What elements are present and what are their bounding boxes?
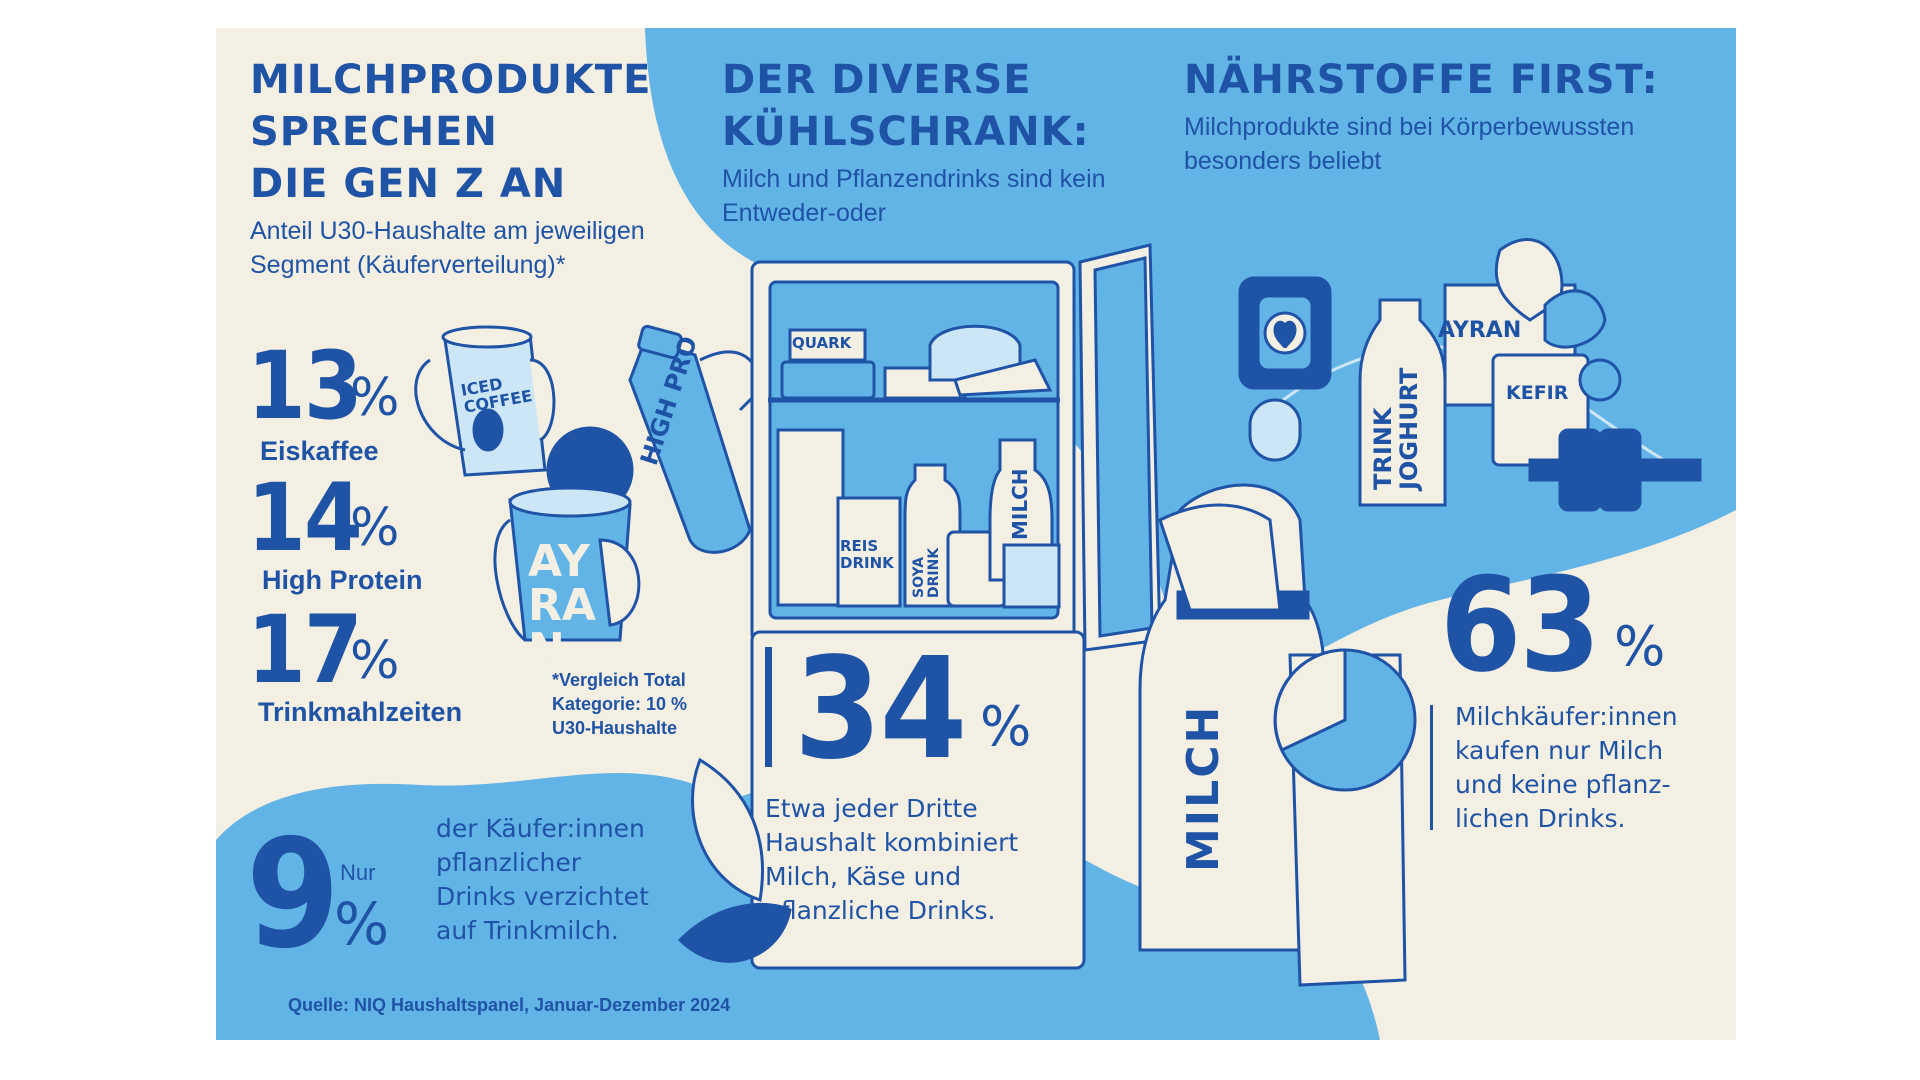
stat-trinkmahlzeiten-value: 17: [247, 596, 363, 705]
big-milk-bottle-illustration: [1138, 483, 1417, 987]
stat-63-value: 63: [1440, 549, 1601, 701]
stat-trinkmahlzeiten-label: Trinkmahlzeiten: [258, 697, 463, 727]
stat-34-bar: [765, 647, 772, 767]
milch-bottle-label: MILCH: [1008, 468, 1032, 540]
stat-nur-text: der Käufer:innen pflanzlicher Drinks ver…: [436, 814, 649, 945]
quark-label: QUARK: [792, 334, 852, 352]
source-note: Quelle: NIQ Haushaltspanel, Januar-Dezem…: [288, 995, 731, 1015]
stat-34-text: Etwa jeder Dritte Haushalt kombiniert Mi…: [765, 794, 1019, 925]
trinkjoghurt-label: TRINK JOGHURT: [1369, 367, 1423, 490]
stat-eiskaffee-unit: %: [350, 368, 400, 428]
ayran-cup-label: AYRAN: [528, 540, 596, 672]
stat-nur-value: 9: [246, 808, 340, 982]
ayran-cup-illustration: [493, 426, 641, 642]
stat-nur-prefix: Nur: [340, 860, 376, 885]
stat-eiskaffee-label: Eiskaffee: [260, 436, 379, 466]
soya-drink-label: SOYA DRINK: [911, 547, 942, 598]
stat-trinkmahlzeiten-unit: %: [350, 631, 400, 691]
kefir-label: KEFIR: [1506, 382, 1569, 404]
milch-big-label: MILCH: [1178, 704, 1229, 872]
leaf-illustration: [677, 757, 792, 963]
middle-headline: DER DIVERSE KÜHLSCHRANK:: [722, 57, 1090, 155]
middle-subtitle: Milch und Pflanzendrinks sind kein Entwe…: [722, 165, 1106, 227]
iced-coffee-cup-illustration: [414, 325, 556, 477]
fitness-illustration: [1238, 238, 1702, 512]
stat-34-value: 34: [794, 628, 967, 791]
stat-high-protein-unit: %: [350, 498, 400, 558]
left-subtitle: Anteil U30-Haushalte am jeweiligen Segme…: [250, 217, 645, 279]
left-headline: MILCHPRODUKTE SPRECHEN DIE GEN Z AN: [250, 57, 652, 207]
stat-high-protein-value: 14: [247, 464, 363, 573]
ayran-box-label: AYRAN: [1438, 318, 1522, 343]
right-headline: NÄHRSTOFFE FIRST:: [1184, 57, 1659, 103]
blue-panel-bottom-left: [216, 773, 1100, 1040]
high-pro-bottle-illustration: [628, 324, 762, 554]
stat-63-divider: [1430, 705, 1433, 830]
stat-nur-unit: %: [334, 890, 390, 958]
stat-63-text: Milchkäufer:innen kaufen nur Milch und k…: [1455, 702, 1678, 833]
stat-34-unit: %: [980, 695, 1032, 758]
stat-high-protein-label: High Protein: [262, 565, 423, 595]
right-subtitle: Milchprodukte sind bei Körperbewussten b…: [1184, 113, 1635, 175]
stat-63-unit: %: [1614, 615, 1666, 678]
stat-eiskaffee-value: 13: [247, 332, 363, 441]
blue-wave-top: [645, 28, 1736, 660]
left-footnote: *Vergleich Total Kategorie: 10 % U30-Hau…: [552, 670, 688, 738]
reis-drink-label: REIS DRINK: [840, 537, 894, 572]
fridge-illustration: [750, 243, 1162, 970]
